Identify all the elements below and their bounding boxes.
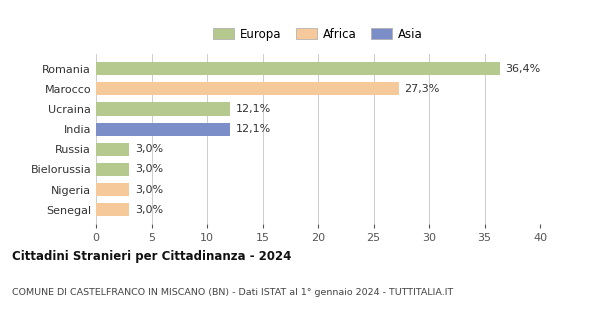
Bar [96,143,130,156]
Text: 36,4%: 36,4% [506,64,541,74]
Text: 12,1%: 12,1% [236,124,271,134]
Text: Cittadini Stranieri per Cittadinanza - 2024: Cittadini Stranieri per Cittadinanza - 2… [12,250,292,263]
Text: 3,0%: 3,0% [135,144,163,154]
Bar [96,123,230,136]
Text: 12,1%: 12,1% [236,104,271,114]
Bar [96,163,130,176]
Bar [96,183,130,196]
Text: 27,3%: 27,3% [404,84,440,94]
Bar [96,203,130,216]
Bar [96,62,500,75]
Text: COMUNE DI CASTELFRANCO IN MISCANO (BN) - Dati ISTAT al 1° gennaio 2024 - TUTTITA: COMUNE DI CASTELFRANCO IN MISCANO (BN) -… [12,288,453,297]
Legend: Europa, Africa, Asia: Europa, Africa, Asia [208,23,428,45]
Text: 3,0%: 3,0% [135,205,163,215]
Bar [96,82,399,95]
Bar [96,102,230,116]
Text: 3,0%: 3,0% [135,185,163,195]
Text: 3,0%: 3,0% [135,164,163,174]
